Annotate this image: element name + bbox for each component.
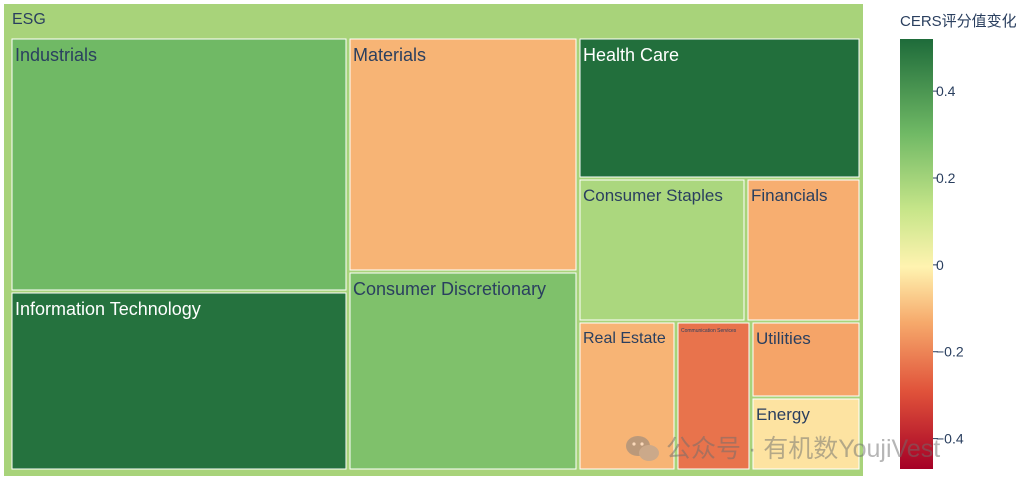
treemap-tile-industrials[interactable]: [11, 38, 347, 291]
colorbar-tick-label: 0.4: [936, 83, 956, 99]
watermark: 公众号 · 有机数YoujiVest: [626, 435, 940, 463]
colorbar-title: CERS评分值变化: [900, 13, 1017, 30]
treemap-tile-consumer-discretionary[interactable]: [349, 272, 577, 470]
treemap-tile-label-industrials: Industrials: [15, 45, 97, 65]
treemap-tile-communication-services[interactable]: [677, 322, 750, 470]
treemap-tile-label-communication-services: Communication Services: [681, 328, 737, 334]
colorbar-tick-label: −0.2: [936, 344, 964, 360]
colorbar-tick-label: −0.4: [936, 431, 964, 447]
treemap-tile-health-care[interactable]: [579, 38, 860, 178]
treemap-tile-label-real-estate: Real Estate: [583, 330, 666, 347]
treemap-tile-label-energy: Energy: [756, 405, 810, 424]
treemap-tile-label-consumer-staples: Consumer Staples: [583, 186, 723, 205]
treemap-tile-label-materials: Materials: [353, 45, 426, 65]
treemap-tile-financials[interactable]: [747, 179, 860, 321]
colorbar-tick-label: 0.2: [936, 170, 956, 186]
treemap-tile-label-utilities: Utilities: [756, 329, 811, 348]
watermark-text: 公众号 · 有机数YoujiVest: [666, 435, 940, 463]
treemap-tile-consumer-staples[interactable]: [579, 179, 745, 321]
treemap-tile-label-financials: Financials: [751, 186, 828, 205]
treemap-root-label: ESG: [12, 11, 46, 28]
wechat-icon: [626, 436, 659, 461]
treemap-tile-label-information-technology: Information Technology: [15, 299, 201, 319]
colorbar-tick-label: 0: [936, 257, 944, 273]
treemap-tile-energy[interactable]: [752, 398, 860, 470]
colorbar: [900, 39, 933, 469]
treemap-tile-materials[interactable]: [349, 38, 577, 271]
treemap-tile-label-consumer-discretionary: Consumer Discretionary: [353, 279, 546, 299]
treemap-tile-utilities[interactable]: [752, 322, 860, 397]
treemap-tile-label-health-care: Health Care: [583, 45, 679, 65]
treemap-tile-information-technology[interactable]: [11, 292, 347, 470]
